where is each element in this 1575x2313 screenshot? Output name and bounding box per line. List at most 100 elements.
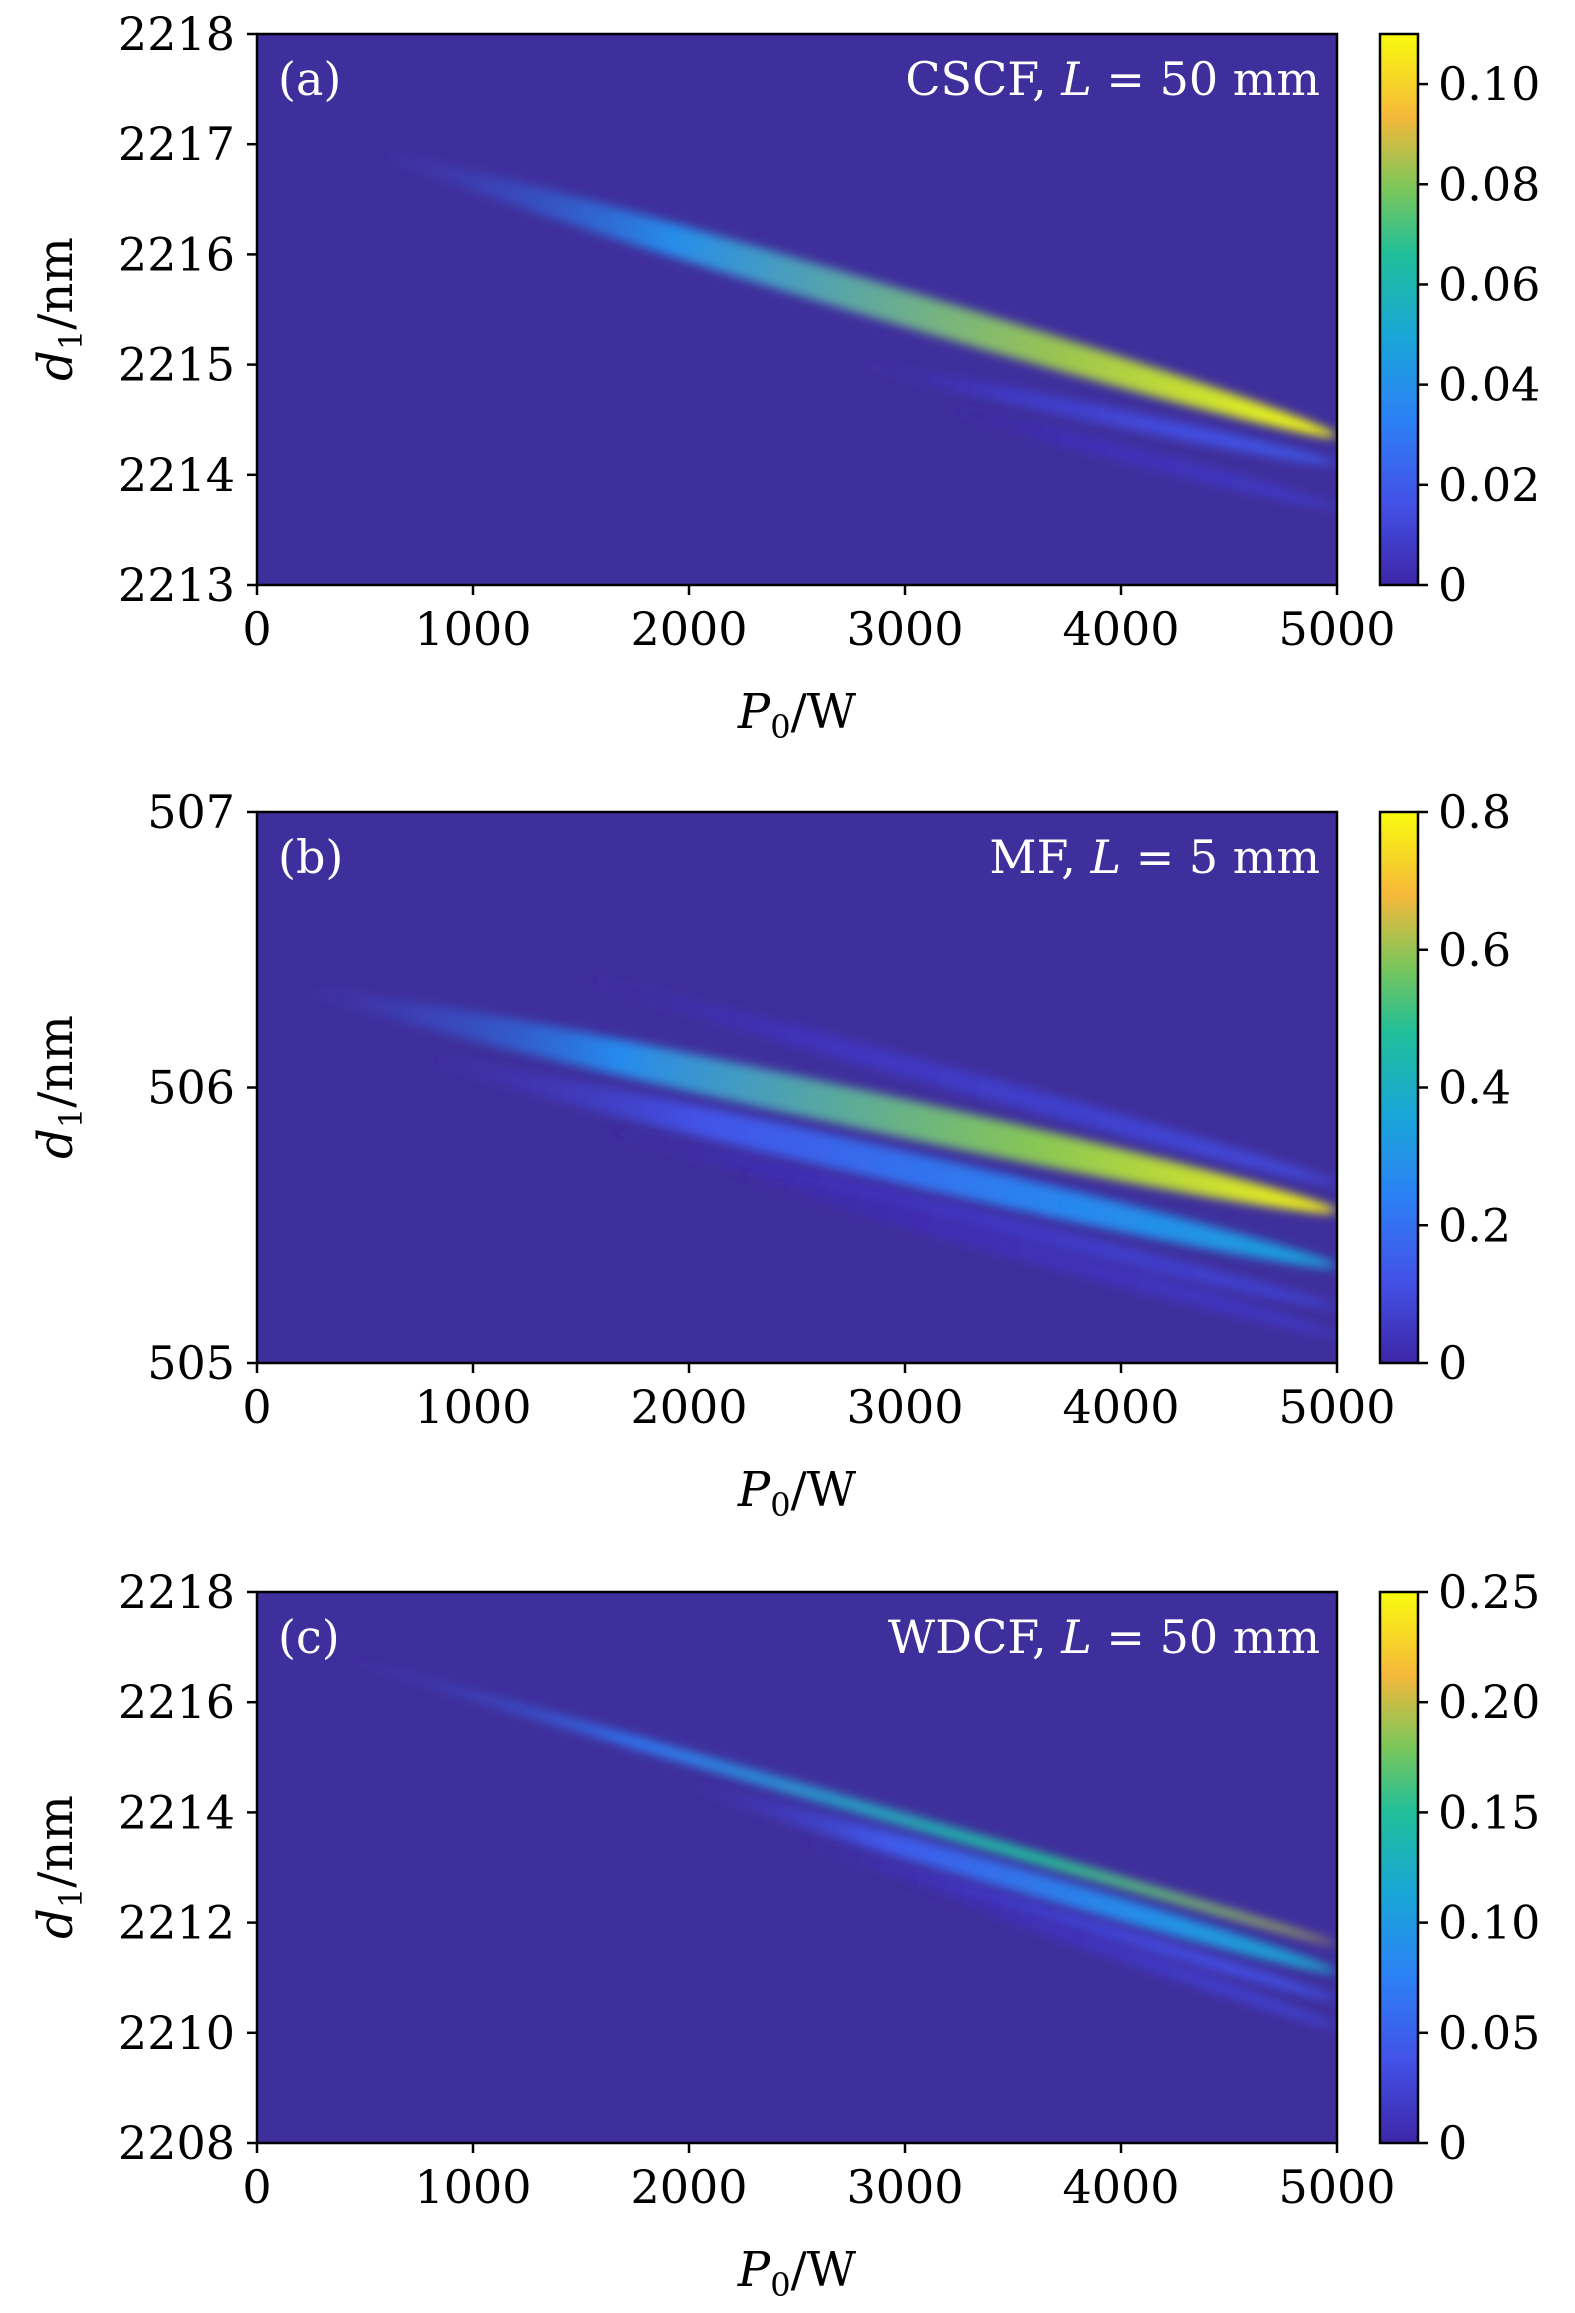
x-tick-label: 3000	[846, 602, 963, 656]
x-tick-label: 4000	[1062, 2160, 1179, 2214]
x-tick-label: 3000	[846, 2160, 963, 2214]
x-ticks: 0 1000 2000 3000 4000 5000	[242, 585, 1396, 656]
y-tick-label: 2208	[118, 2116, 235, 2170]
y-tick-label: 506	[147, 1061, 235, 1115]
panel-annotation: CSCF, L = 50 mm	[905, 52, 1320, 106]
y-ticks: 2208 2210 2212 2214 2216 2218	[118, 1565, 257, 2170]
colorbar-frame	[1378, 1590, 1420, 2145]
colorbar-gradient	[1380, 812, 1418, 1363]
heatmap-ridges	[310, 976, 1337, 1337]
x-axis-label: P0/W	[737, 1462, 857, 1524]
plot-frame	[255, 1590, 1339, 2145]
x-tick-label: 4000	[1062, 602, 1179, 656]
colorbar-frame	[1378, 32, 1420, 587]
colorbar: 0 0.02 0.04 0.06 0.08 0.10	[1378, 32, 1540, 612]
y-tick-label: 2214	[118, 1785, 235, 1839]
colorbar-tick-label: 0.05	[1438, 2006, 1540, 2060]
heatmap-ridges	[386, 154, 1337, 509]
y-axis-label: d1/nm	[28, 1015, 90, 1159]
x-tick-label: 4000	[1062, 1380, 1179, 1434]
colorbar-tick-label: 0.25	[1438, 1565, 1540, 1619]
heatmap-ridge	[796, 1839, 1337, 2001]
y-tick-label: 2216	[118, 1675, 235, 1729]
heatmap-ridge	[429, 1058, 1337, 1268]
y-tick-label: 2210	[118, 2006, 235, 2060]
y-tick-label: 2216	[118, 227, 235, 281]
colorbar-ticks: 0 0.02 0.04 0.06 0.08 0.10	[1418, 57, 1540, 612]
heatmap-ridge	[602, 1128, 1337, 1309]
panel-c: 0 1000 2000 3000 4000 5000 220822102212221422…	[28, 1565, 1540, 2304]
colorbar: 0 0.2 0.4 0.6 0.8	[1378, 785, 1511, 1390]
colorbar-gradient	[1380, 34, 1418, 585]
x-tick-label: 1000	[414, 1380, 531, 1434]
y-tick-label: 2218	[118, 7, 235, 61]
y-ticks: 2213 2214 2215 2216 2217 2218	[118, 7, 257, 612]
panel-annotation: MF, L = 5 mm	[989, 830, 1320, 884]
heatmap-ridge	[732, 1169, 1337, 1337]
heatmap-ridge	[948, 407, 1337, 509]
x-ticks: 0 1000 2000 3000 4000 5000	[242, 2143, 1396, 2214]
y-tick-label: 2213	[118, 558, 235, 612]
plot-background	[257, 1592, 1337, 2143]
panel-annotation: WDCF, L = 50 mm	[888, 1610, 1320, 1664]
colorbar-gradient	[1380, 1592, 1418, 2143]
heatmap-ridge	[904, 1878, 1337, 2028]
colorbar-tick-label: 0.6	[1438, 923, 1511, 977]
colorbar-tick-label: 0.04	[1438, 358, 1540, 412]
colorbar-ticks: 0 0.2 0.4 0.6 0.8	[1418, 785, 1511, 1390]
x-tick-label: 1000	[414, 2160, 531, 2214]
x-tick-label: 1000	[414, 602, 531, 656]
x-tick-label: 0	[242, 602, 271, 656]
y-ticks: 505 506 507	[147, 785, 257, 1390]
colorbar-tick-label: 0.10	[1438, 1896, 1540, 1950]
y-tick-label: 507	[147, 785, 235, 839]
x-tick-label: 3000	[846, 1380, 963, 1434]
plot-background	[257, 34, 1337, 585]
x-ticks: 0 1000 2000 3000 4000 5000	[242, 1363, 1396, 1434]
x-tick-label: 5000	[1278, 2160, 1395, 2214]
x-tick-label: 2000	[630, 1380, 747, 1434]
y-axis-label: d1/nm	[28, 1795, 90, 1939]
x-tick-label: 2000	[630, 2160, 747, 2214]
heatmap-ridge	[310, 989, 1337, 1214]
y-tick-label: 505	[147, 1336, 235, 1390]
y-tick-label: 2214	[118, 448, 235, 502]
heatmap-ridge	[861, 363, 1337, 465]
colorbar-tick-label: 0.02	[1438, 458, 1540, 512]
colorbar-tick-label: 0.10	[1438, 57, 1540, 111]
x-tick-label: 5000	[1278, 602, 1395, 656]
x-tick-label: 2000	[630, 602, 747, 656]
panel-b: 0 1000 2000 3000 4000 5000 505 506 507 (b) MF, …	[28, 785, 1511, 1524]
heatmap-ridge	[688, 1784, 1337, 1973]
x-axis-label: P0/W	[737, 684, 857, 746]
colorbar-tick-label: 0.2	[1438, 1198, 1511, 1252]
panel-label: (b)	[278, 830, 343, 884]
panel-label: (a)	[278, 52, 341, 106]
heatmap-ridges	[343, 1657, 1337, 2028]
x-axis-label: P0/W	[737, 2242, 857, 2304]
colorbar-ticks: 0 0.05 0.10 0.15 0.20 0.25	[1418, 1565, 1540, 2170]
panel-a: 0 1000 2000 3000 4000 5000 221322142215221622…	[28, 7, 1540, 746]
colorbar-tick-label: 0.4	[1438, 1061, 1511, 1115]
plot-frame	[255, 32, 1339, 587]
panel-label: (c)	[278, 1610, 340, 1664]
colorbar: 0 0.05 0.10 0.15 0.20 0.25	[1378, 1565, 1540, 2170]
colorbar-tick-label: 0.20	[1438, 1675, 1540, 1729]
heatmap-ridge	[343, 1657, 1337, 1945]
heatmap-ridge	[580, 976, 1337, 1185]
x-tick-label: 0	[242, 1380, 271, 1434]
colorbar-tick-label: 0	[1438, 558, 1467, 612]
colorbar-tick-label: 0.8	[1438, 785, 1511, 839]
colorbar-tick-label: 0.06	[1438, 257, 1540, 311]
x-tick-label: 5000	[1278, 1380, 1395, 1434]
y-tick-label: 2217	[118, 117, 235, 171]
colorbar-tick-label: 0.15	[1438, 1785, 1540, 1839]
colorbar-tick-label: 0	[1438, 2116, 1467, 2170]
x-tick-label: 0	[242, 2160, 271, 2214]
y-tick-label: 2218	[118, 1565, 235, 1619]
y-axis-label: d1/nm	[28, 237, 90, 381]
colorbar-tick-label: 0.08	[1438, 157, 1540, 211]
y-tick-label: 2212	[118, 1896, 235, 1950]
colorbar-tick-label: 0	[1438, 1336, 1467, 1390]
